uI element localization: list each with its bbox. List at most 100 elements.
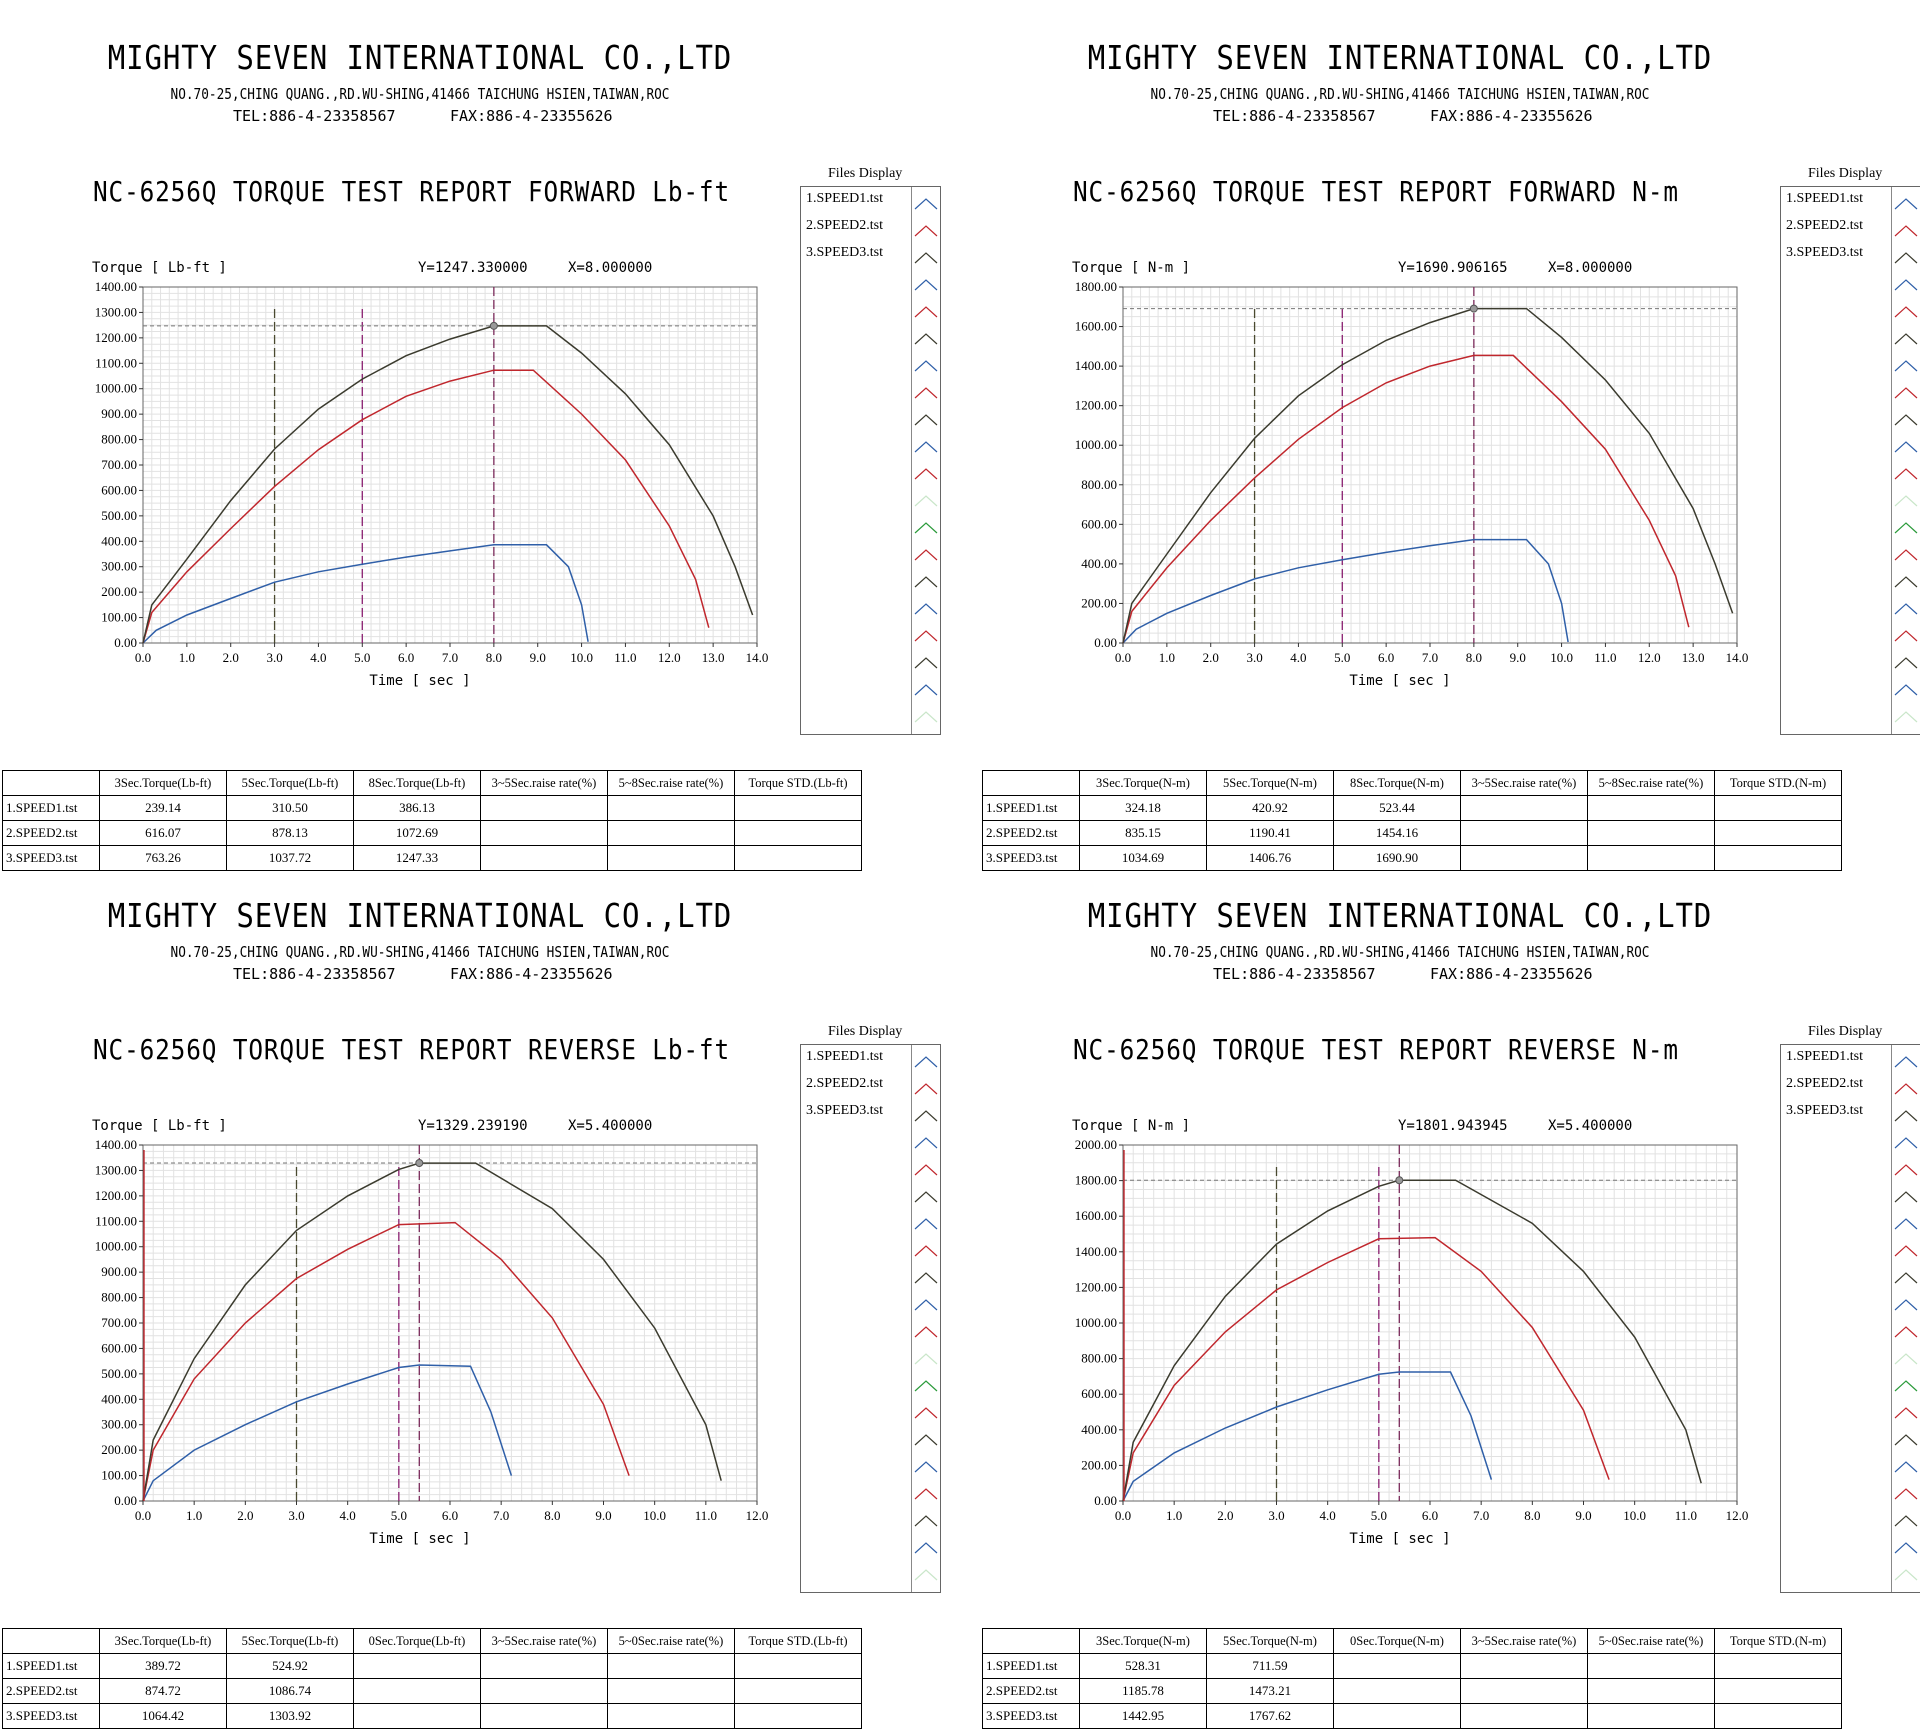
file-entry-speed2[interactable]: 2.SPEED2.tst [1786, 1076, 1864, 1091]
table-cell [607, 1703, 735, 1729]
table-cell: 1064.42 [99, 1703, 227, 1729]
file-entry-speed2[interactable]: 2.SPEED2.tst [1786, 218, 1864, 233]
file-entry-speed3[interactable]: 3.SPEED3.tst [1786, 1103, 1864, 1118]
swatch-chevron-glyph [914, 630, 938, 642]
swatch-chevron-glyph [914, 1488, 938, 1500]
table-cell [1333, 1678, 1461, 1704]
y-tick-label: 600.00 [1081, 1386, 1117, 1401]
file-entry-speed3[interactable]: 3.SPEED3.tst [806, 245, 884, 260]
files-display-list[interactable]: 1.SPEED1.tst 2.SPEED2.tst 3.SPEED3.tst [800, 186, 941, 735]
swatch-chevron-glyph [1894, 1272, 1918, 1284]
table-cell: 874.72 [99, 1678, 227, 1704]
color-swatch-glyphs [1894, 198, 1918, 723]
swatch-chevron-glyph [1894, 1488, 1918, 1500]
file-entry-speed2[interactable]: 2.SPEED2.tst [806, 1076, 884, 1091]
y-tick-label: 200.00 [1081, 1457, 1117, 1472]
table-cell: 1034.69 [1079, 845, 1207, 871]
x-tick-label: 2.0 [1217, 1508, 1233, 1523]
file-entry-speed2[interactable]: 2.SPEED2.tst [806, 218, 884, 233]
files-display-list[interactable]: 1.SPEED1.tst 2.SPEED2.tst 3.SPEED3.tst [800, 1044, 941, 1593]
files-display-label: Files Display [1808, 1024, 1883, 1039]
y-tick-label: 400.00 [101, 533, 137, 548]
table-row-label: 1.SPEED1.tst [982, 1653, 1080, 1679]
files-display-list[interactable]: 1.SPEED1.tst 2.SPEED2.tst 3.SPEED3.tst [1780, 186, 1920, 735]
file-entry-speed1[interactable]: 1.SPEED1.tst [1786, 191, 1864, 206]
y-tick-label: 400.00 [1081, 556, 1117, 571]
x-tick-label: 7.0 [1422, 650, 1438, 665]
y-tick-label: 1200.00 [1075, 1279, 1117, 1294]
table-cell [1460, 820, 1588, 846]
file-entry-speed3[interactable]: 3.SPEED3.tst [1786, 245, 1864, 260]
table-cell: 528.31 [1079, 1653, 1207, 1679]
x-tick-label: 8.0 [486, 650, 502, 665]
y-tick-label: 1200.00 [95, 1188, 137, 1203]
table-corner-cell [982, 770, 1080, 796]
swatch-chevron-glyph [1894, 549, 1918, 561]
cursor-point [1469, 304, 1478, 313]
report-panel-forward-nm: MIGHTY SEVEN INTERNATIONAL CO.,LTD NO.70… [980, 0, 1920, 871]
table-row: 3.SPEED3.tst 1034.69 1406.76 1690.90 [982, 845, 1842, 871]
file-entry-speed1[interactable]: 1.SPEED1.tst [1786, 1049, 1864, 1064]
file-entry-speed1[interactable]: 1.SPEED1.tst [806, 1049, 884, 1064]
files-display-label: Files Display [828, 1024, 903, 1039]
cursor-point [489, 321, 498, 330]
table-corner-cell [2, 1628, 100, 1654]
table-cell [1587, 1653, 1715, 1679]
torque-chart: 0.00 200.00 400.00 600.00 800.00 1000.00 1200.… [1072, 1118, 1748, 1547]
table-cell [1587, 1703, 1715, 1729]
y-axis-label: Torque [ N-m ] [1072, 1118, 1190, 1134]
table-row: 2.SPEED2.tst 835.15 1190.41 1454.16 [982, 820, 1842, 846]
x-tick-label: 3.0 [266, 650, 282, 665]
swatch-chevron-glyph [914, 225, 938, 237]
company-tel: TEL:886-4-23358567 [1213, 107, 1376, 125]
table-cell: 616.07 [99, 820, 227, 846]
swatch-chevron-glyph [1894, 1380, 1918, 1392]
table-cell [1460, 1653, 1588, 1679]
file-entry-speed3[interactable]: 3.SPEED3.tst [806, 1103, 884, 1118]
file-entry-speed1[interactable]: 1.SPEED1.tst [806, 191, 884, 206]
y-tick-label: 200.00 [101, 584, 137, 599]
swatch-chevron-glyph [914, 1137, 938, 1149]
chart-grid [142, 1144, 758, 1502]
table-cell: 524.92 [226, 1653, 354, 1679]
swatch-chevron-glyph [1894, 225, 1918, 237]
series-line-speed2 [142, 1221, 630, 1502]
company-name: MIGHTY SEVEN INTERNATIONAL CO.,LTD [107, 896, 733, 935]
x-tick-label: 9.0 [1575, 1508, 1591, 1523]
y-tick-label: 100.00 [101, 1468, 137, 1483]
y-tick-label: 0.00 [114, 635, 137, 650]
cursor-point [415, 1158, 424, 1167]
table-header-cell: 3~5Sec.raise rate(%) [480, 770, 608, 796]
x-tick-label: 10.0 [643, 1508, 666, 1523]
cursor-readout-x: X=5.400000 [568, 1118, 652, 1134]
table-cell: 878.13 [226, 820, 354, 846]
series-line-speed1 [1122, 538, 1569, 644]
swatch-chevron-glyph [914, 711, 938, 723]
x-tick-label: 4.0 [1290, 650, 1306, 665]
swatch-chevron-glyph [914, 495, 938, 507]
table-cell [353, 1703, 481, 1729]
company-fax: FAX:886-4-23355626 [450, 965, 613, 983]
series-line-speed1 [142, 1364, 513, 1502]
swatch-chevron-glyph [1894, 1299, 1918, 1311]
table-header-row: 3Sec.Torque(N-m) 5Sec.Torque(N-m) 0Sec.T… [982, 1628, 1842, 1654]
table-cell: 1473.21 [1206, 1678, 1334, 1704]
table-cell: 386.13 [353, 795, 481, 821]
x-tick-label: 6.0 [442, 1508, 458, 1523]
x-tick-label: 3.0 [288, 1508, 304, 1523]
table-row-label: 2.SPEED2.tst [2, 820, 100, 846]
swatch-chevron-glyph [1894, 1191, 1918, 1203]
x-tick-label: 4.0 [310, 650, 326, 665]
y-tick-label: 500.00 [101, 1366, 137, 1381]
table-cell [1333, 1653, 1461, 1679]
y-tick-label: 1000.00 [1075, 1315, 1117, 1330]
x-tick-label: 2.0 [223, 650, 239, 665]
files-display-list[interactable]: 1.SPEED1.tst 2.SPEED2.tst 3.SPEED3.tst [1780, 1044, 1920, 1593]
x-tick-label: 13.0 [1682, 650, 1705, 665]
y-tick-label: 800.00 [101, 1290, 137, 1305]
table-cell: 1072.69 [353, 820, 481, 846]
x-tick-label: 12.0 [746, 1508, 769, 1523]
table-header-cell: 5~8Sec.raise rate(%) [607, 770, 735, 796]
swatch-chevron-glyph [1894, 1218, 1918, 1230]
table-cell: 1086.74 [226, 1678, 354, 1704]
